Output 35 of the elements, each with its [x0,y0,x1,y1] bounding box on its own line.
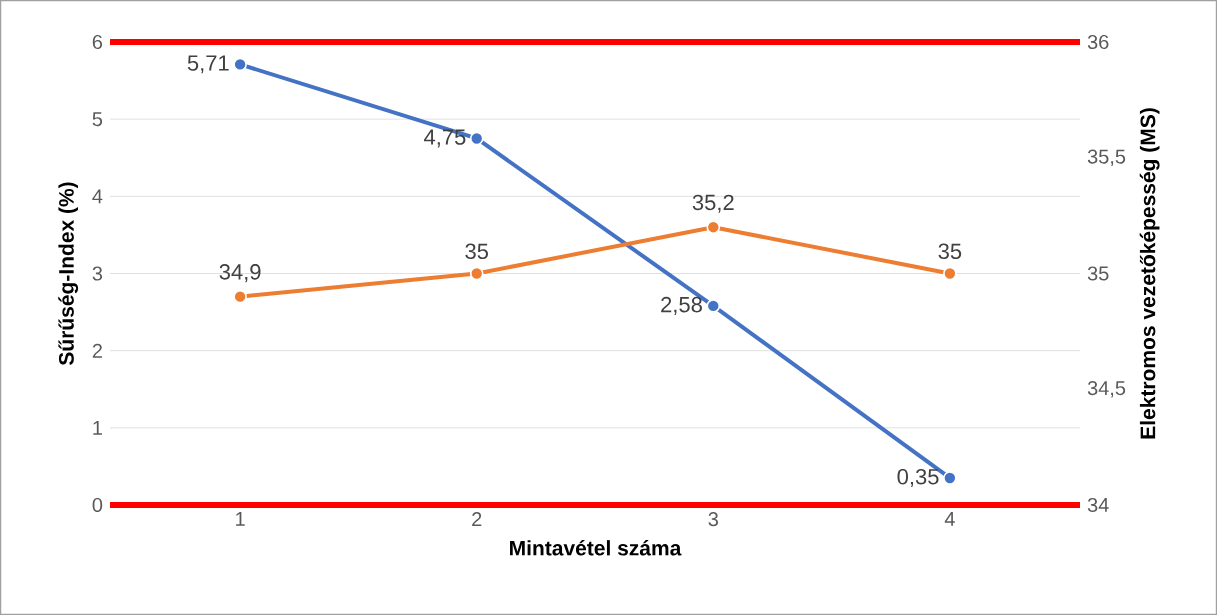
data-label: 34,9 [219,264,261,283]
y-tick-label: 5 [92,112,103,127]
data-label: 0,35 [897,468,939,488]
point [706,220,721,234]
data-label: 2,58 [661,296,702,315]
point [706,299,721,313]
y-tick-label: 3 [92,266,103,281]
point [233,57,247,72]
y2-axis-title: Elektromos vezetőképesség (MS) [1139,108,1160,439]
y-tick-label: 2 [92,343,102,358]
y-tick-label: 6 [92,34,103,50]
x-tick-label: 3 [708,512,718,527]
data-label: 35,2 [692,194,734,213]
x-axis-title: Mintavétel száma [510,539,682,556]
y2-tick-label: 36 [1087,34,1109,50]
y2-tick-label: 34 [1087,497,1109,513]
point [469,266,484,281]
y2-tick-label: 35,5 [1087,149,1126,167]
data-label: 5,71 [187,55,229,74]
point [233,289,247,304]
y-tick-label: 4 [92,189,103,204]
y2-tick-label: 34,5 [1087,380,1126,398]
data-label: 35 [938,243,962,260]
data-label: 4,75 [423,129,466,148]
y-tick-label: 0 [92,497,103,513]
y2-tick-label: 35 [1087,266,1109,281]
x-tick-label: 1 [236,512,245,526]
x-tick-label: 2 [472,512,482,527]
y-axis-title: Sűrűség-Index (%) [58,182,79,366]
x-tick-label: 4 [944,512,955,526]
point [943,471,957,485]
point [469,131,484,146]
y-tick-label: 1 [93,420,102,435]
data-label: 35 [465,243,488,260]
point [943,266,957,281]
